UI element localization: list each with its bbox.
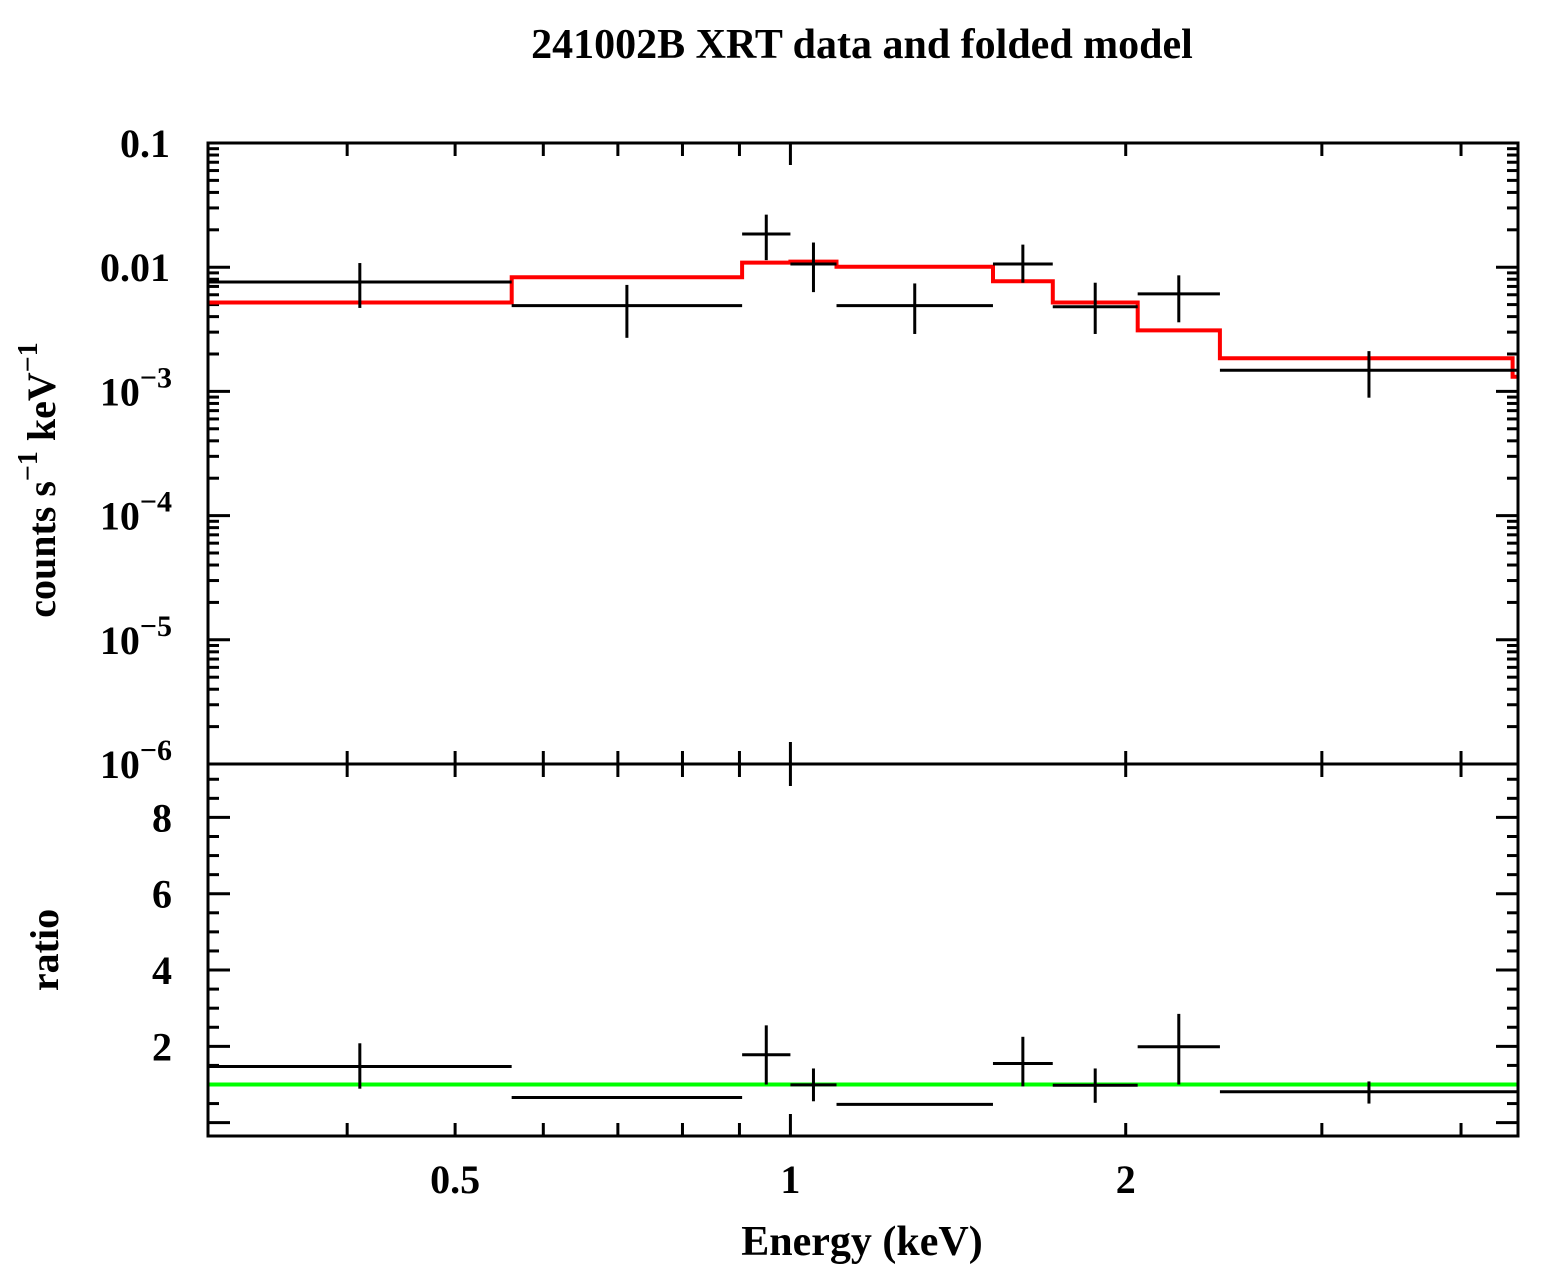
tick-label-base: 10 bbox=[100, 369, 140, 414]
spectrum-data-point bbox=[790, 242, 837, 293]
spectrum-data-point bbox=[836, 283, 993, 334]
ratio-data-point bbox=[1052, 1068, 1138, 1103]
ratio-data-point bbox=[742, 1025, 791, 1085]
tick-label-exponent: −3 bbox=[140, 361, 172, 394]
ylabel-sup-1: −1 bbox=[13, 451, 44, 481]
ratio-y-tick-label: 2 bbox=[152, 1024, 172, 1069]
spectrum-data-point bbox=[742, 214, 791, 261]
spectrum-data-point bbox=[992, 244, 1053, 283]
tick-label-exponent: −5 bbox=[140, 610, 172, 643]
spectrum-data-point bbox=[208, 263, 512, 308]
tick-label-base: 10 bbox=[100, 494, 140, 539]
model-step-line bbox=[208, 259, 1518, 379]
ratio-y-tick-label: 8 bbox=[152, 795, 172, 840]
tick-label-exponent: −4 bbox=[140, 486, 172, 519]
ratio-data-point bbox=[992, 1036, 1053, 1087]
ratio-data-point bbox=[790, 1068, 837, 1102]
spectrum-y-tick-label: 0.1 bbox=[120, 121, 170, 166]
tick-label-base: 10 bbox=[100, 742, 140, 787]
spectrum-panel-frame bbox=[206, 141, 1520, 766]
model-layer bbox=[208, 259, 1518, 1087]
spectrum-data-point bbox=[1219, 351, 1518, 398]
spectrum-data-point bbox=[1137, 275, 1220, 323]
ratio-data-point bbox=[1137, 1013, 1220, 1085]
spectrum-y-tick-label: 10−5 bbox=[100, 610, 172, 663]
ylabel-sup-2: −1 bbox=[13, 342, 44, 372]
x-tick-label: 0.5 bbox=[430, 1157, 480, 1202]
x-tick-label: 1 bbox=[780, 1157, 800, 1202]
spectrum-y-tick-label: 10−4 bbox=[100, 486, 172, 539]
spectrum-data-point bbox=[511, 284, 743, 338]
tick-label-exponent: −6 bbox=[140, 734, 172, 767]
x-axis-label: Energy (keV) bbox=[741, 1219, 982, 1265]
ratio-panel-frame bbox=[206, 762, 1520, 1138]
tick-label-base: 10 bbox=[100, 618, 140, 663]
x-tick-label: 2 bbox=[1116, 1157, 1136, 1202]
ratio-data-point bbox=[208, 1043, 512, 1089]
spectrum-y-tick-label: 0.01 bbox=[100, 245, 170, 290]
ratio-data-point bbox=[1219, 1081, 1518, 1104]
svg-text:counts s−1 keV−1: counts s−1 keV−1 bbox=[13, 342, 64, 618]
ratio-y-tick-label: 4 bbox=[152, 948, 172, 993]
ylabel-base: counts s bbox=[19, 481, 64, 618]
spectrum-data-point bbox=[1052, 282, 1138, 334]
spectrum-ylabel: counts s−1 keV−1 bbox=[13, 342, 64, 618]
spectrum-y-tick-label: 10−6 bbox=[100, 734, 172, 787]
ratio-y-tick-label: 6 bbox=[152, 872, 172, 917]
chart-title: 241002B XRT data and folded model bbox=[531, 22, 1193, 68]
data-layer bbox=[208, 214, 1518, 1106]
ratio-ylabel: ratio bbox=[22, 909, 67, 991]
spectrum-y-tick-label: 10−3 bbox=[100, 361, 172, 414]
axis-ticks bbox=[206, 141, 1518, 1136]
ylabel-mid: keV bbox=[19, 372, 64, 451]
